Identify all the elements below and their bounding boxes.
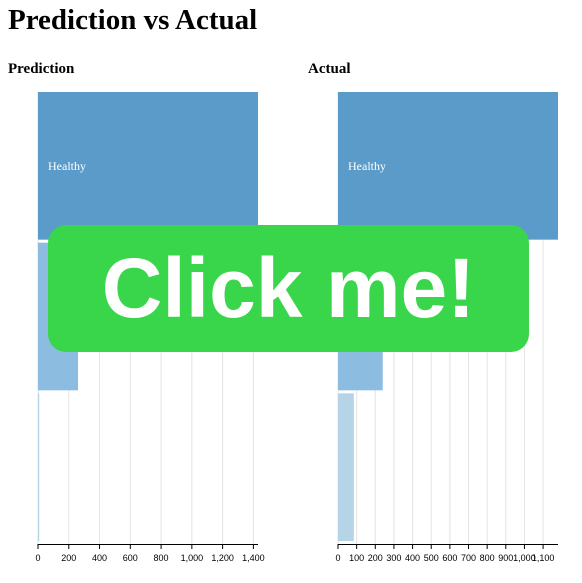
actual-tick-label-7: 700	[461, 553, 476, 563]
actual-tick-label-6: 600	[442, 553, 457, 563]
actual-tick-label-3: 300	[386, 553, 401, 563]
prediction-tick-label-4: 800	[154, 553, 169, 563]
prediction-tick-label-6: 1,200	[211, 553, 234, 563]
prediction-tick-label-5: 1,000	[181, 553, 204, 563]
actual-tick-label-11: 1,100	[532, 553, 555, 563]
page-title: Prediction vs Actual	[8, 4, 258, 36]
prediction-chart-title: Prediction	[8, 61, 75, 77]
actual-tick-label-5: 500	[424, 553, 439, 563]
actual-bar-label-1: Healthy	[348, 159, 386, 173]
actual-tick-label-10: 1,000	[513, 553, 536, 563]
actual-chart-title: Actual	[308, 61, 351, 77]
actual-bar-1	[338, 92, 558, 240]
actual-bar-3	[338, 393, 354, 541]
prediction-tick-label-3: 600	[123, 553, 138, 563]
actual-tick-label-0: 0	[335, 553, 340, 563]
prediction-bar-label-1: Healthy	[48, 159, 86, 173]
prediction-tick-label-1: 200	[61, 553, 76, 563]
actual-tick-label-9: 900	[498, 553, 513, 563]
actual-tick-label-4: 400	[405, 553, 420, 563]
prediction-bar-3	[38, 393, 40, 541]
prediction-tick-label-0: 0	[35, 553, 40, 563]
click-me-button[interactable]: Click me!	[48, 225, 529, 352]
actual-tick-label-1: 100	[349, 553, 364, 563]
actual-tick-label-2: 200	[368, 553, 383, 563]
prediction-bar-1	[38, 92, 258, 240]
actual-tick-label-8: 800	[480, 553, 495, 563]
prediction-tick-label-2: 400	[92, 553, 107, 563]
prediction-tick-label-7: 1,400	[242, 553, 265, 563]
